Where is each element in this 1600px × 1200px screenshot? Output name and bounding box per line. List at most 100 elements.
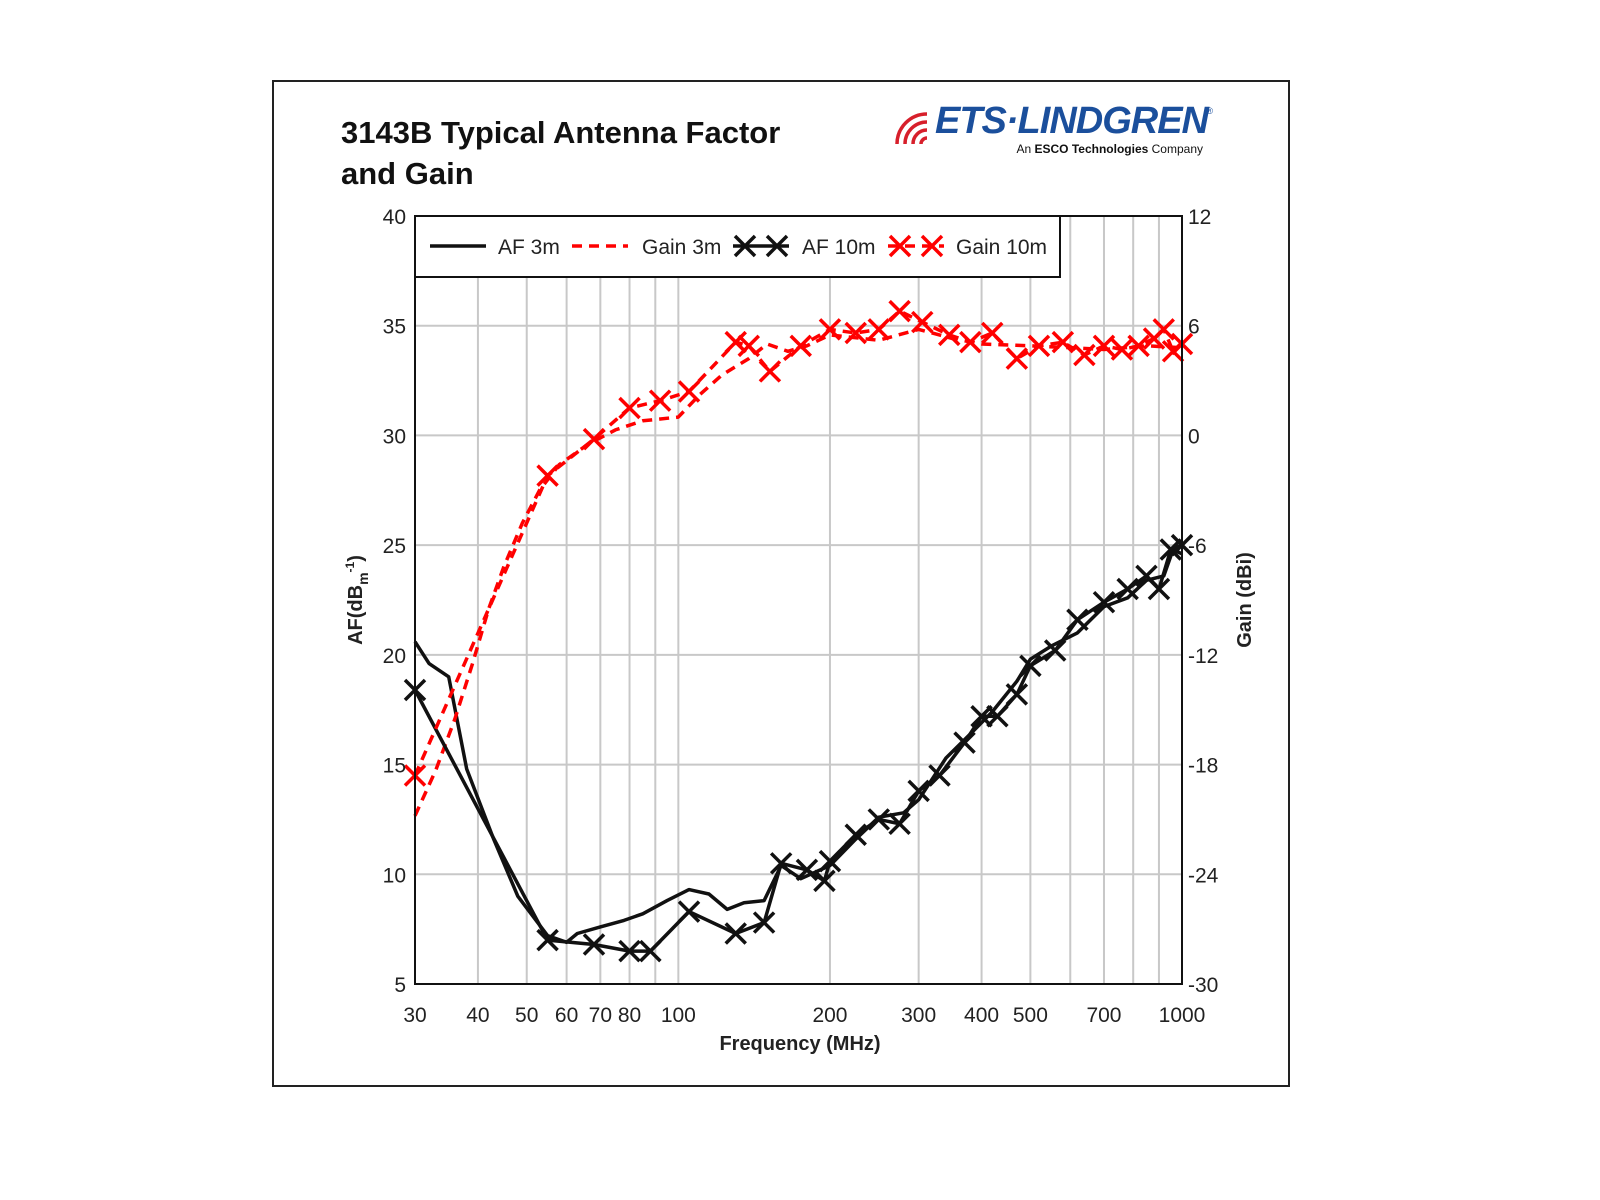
x-axis-label: Frequency (MHz) [719,1033,880,1055]
signal-waves-icon [895,112,928,145]
y2-tick-label: -24 [1188,864,1219,887]
x-marker [677,380,701,403]
x-marker [1066,608,1089,631]
logo-sub-bold: ESCO Technologies [1034,142,1149,156]
x-marker [818,849,842,873]
x-marker [789,334,812,358]
x-tick-label: 50 [515,1004,538,1027]
x-marker [981,321,1004,345]
x-marker [844,823,867,847]
y2-tick-label: 6 [1188,316,1200,339]
y-tick-label: 10 [383,864,406,887]
x-tick-label: 30 [403,1004,426,1027]
x-marker [536,464,559,487]
x-marker [928,764,951,787]
x-marker [986,705,1009,728]
x-marker [818,318,842,341]
legend-item: AF 10m [733,234,876,259]
x-tick-label: 40 [466,1004,489,1027]
x-marker [867,808,891,831]
x-marker [844,321,867,345]
x-tick-label: 100 [661,1004,696,1027]
y-tick-label: 5 [394,974,406,997]
y-tick-label: 30 [383,425,406,448]
legend-label: AF 10m [802,236,876,259]
x-marker [867,318,891,341]
x-marker [1073,343,1096,367]
legend: AF 3m Gain 3m AF 10m Gain 10m [414,215,1061,278]
series-lines [403,299,1194,963]
legend-label: Gain 10m [956,236,1047,259]
logo-brand: ETS·LINDGREN [935,100,1209,142]
x-marker [920,234,944,258]
x-marker [1116,577,1139,601]
y2-tick-label: 0 [1188,425,1200,448]
x-marker [639,939,662,963]
x-marker [1152,318,1175,341]
x-marker [911,310,934,334]
x-marker [907,779,930,803]
x-marker [737,334,761,358]
x-marker [1005,347,1029,370]
legend-label: AF 3m [498,236,560,259]
x-marker [1110,338,1134,361]
y2-tick-label: -12 [1188,645,1218,668]
series-line [413,309,1184,777]
x-tick-label: 1000 [1159,1004,1206,1027]
y-label-sub: m [355,572,371,584]
y-tick-label: 35 [383,316,406,339]
legend-item: Gain 10m [888,234,1047,259]
y-label-main: AF(dB [345,585,367,645]
y-label-sup: -1 [343,561,357,572]
series-line [413,547,1183,945]
x-marker [937,323,961,347]
x-marker [582,427,606,451]
x-marker [959,330,982,354]
x-marker [536,928,559,952]
x-marker [1043,639,1067,662]
logo-sub-suffix: Company [1151,142,1203,156]
x-marker [733,234,757,258]
x-marker [1027,334,1051,358]
series-af-3m [413,547,1183,945]
y2-tick-label: -30 [1188,974,1218,997]
x-marker [1051,330,1075,354]
series-af-10m [403,533,1194,963]
x-marker [618,939,641,963]
x-marker [1092,590,1116,614]
legend-item: Gain 3m [572,236,721,259]
chart-title: 3143B Typical Antenna Factor and Gain [341,115,781,191]
x-marker [888,234,912,258]
x-marker [648,389,672,412]
x-marker [1127,334,1150,358]
legend-item: AF 3m [430,236,560,259]
x-marker [758,360,782,383]
y2-tick-label: -6 [1188,535,1207,558]
x-marker [813,869,836,893]
logo-sub-prefix: An [1016,142,1032,156]
x-marker [724,330,747,354]
series-gain-3m [413,327,1183,817]
y-tick-label: 40 [383,206,406,229]
x-tick-label: 300 [901,1004,936,1027]
logo-subtitle: An ESCO Technologies Company [1016,142,1203,156]
y-label-close: ) [345,555,367,562]
chart-frame [272,80,1290,1087]
y-axis-label: AF(dBm-1) [343,555,371,645]
series-line [413,543,1183,953]
logo-registered: ® [1206,106,1213,116]
series-line [413,327,1183,817]
x-marker [888,812,911,836]
x-marker [765,234,789,258]
series-gain-10m [403,299,1194,787]
x-tick-label: 80 [618,1004,641,1027]
x-marker [1147,577,1171,601]
x-marker [1005,683,1029,706]
x-tick-label: 200 [812,1004,847,1027]
x-marker [1092,334,1116,358]
x-marker [769,852,793,875]
y-tick-label: 15 [383,755,406,778]
x-marker [970,705,993,728]
x-marker [1019,654,1042,678]
